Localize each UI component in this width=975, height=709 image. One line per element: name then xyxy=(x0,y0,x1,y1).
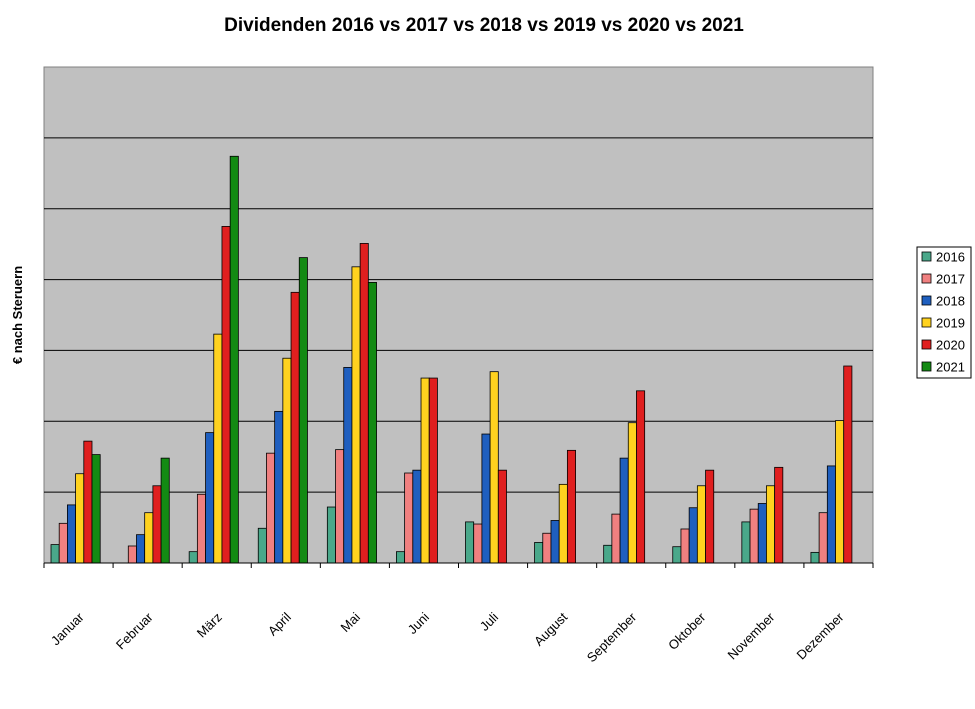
y-axis-label: € nach Steruern xyxy=(10,266,25,364)
bar-2018-Juni xyxy=(412,469,422,564)
x-tick-label: Dezember xyxy=(794,609,847,662)
bar-2016-August xyxy=(534,542,544,564)
bar-2019-Juni xyxy=(420,377,430,564)
x-tick-label: August xyxy=(531,609,570,648)
bar-2021-Mai xyxy=(367,282,377,564)
x-tick-label: März xyxy=(194,610,225,641)
x-tick-label: Februar xyxy=(113,609,156,652)
bar-2019-Februar xyxy=(144,512,154,564)
bar-2020-Januar xyxy=(83,440,93,564)
bar-2017-September xyxy=(611,513,621,564)
bar-2019-Mai xyxy=(351,266,361,564)
bar-2016-November xyxy=(741,521,751,564)
legend-label-2021: 2021 xyxy=(936,360,965,375)
bar-2019-Januar xyxy=(75,473,85,564)
bar-2017-August xyxy=(542,532,552,564)
legend-label-2020: 2020 xyxy=(936,338,965,353)
bar-2017-Mai xyxy=(335,449,345,564)
x-tick-label: Oktober xyxy=(665,609,709,653)
legend-swatch-2017 xyxy=(921,273,932,284)
x-tick-label: Juli xyxy=(477,609,501,633)
bar-2018-Oktober xyxy=(688,507,698,564)
bar-2016-Januar xyxy=(50,544,60,564)
bar-2020-Juni xyxy=(428,377,438,564)
bar-2017-April xyxy=(266,452,276,564)
bar-2017-November xyxy=(749,508,759,564)
bar-2020-August xyxy=(566,449,576,564)
bar-2016-April xyxy=(257,527,267,564)
legend-swatch-2016 xyxy=(921,251,932,262)
bar-2017-Januar xyxy=(58,522,68,564)
bar-2019-März xyxy=(213,333,223,564)
bar-2020-September xyxy=(636,390,646,564)
bar-2019-August xyxy=(558,483,568,564)
bar-2020-Mai xyxy=(359,243,369,564)
bar-2020-November xyxy=(774,466,784,564)
bar-2018-August xyxy=(550,520,560,564)
chart-title: Dividenden 2016 vs 2017 vs 2018 vs 2019 … xyxy=(224,15,744,36)
bar-2020-Juli xyxy=(497,469,507,564)
bar-2018-November xyxy=(757,503,767,564)
bar-2021-März xyxy=(229,155,239,564)
bar-2016-September xyxy=(603,544,613,564)
bar-2020-März xyxy=(221,226,231,564)
bar-2019-April xyxy=(282,357,292,564)
bar-2018-Dezember xyxy=(826,465,836,564)
bar-2016-März xyxy=(188,551,198,564)
legend: 2016 2017 2018 2019 2020 2021 xyxy=(916,246,972,379)
bar-2020-April xyxy=(290,291,300,564)
bar-2021-April xyxy=(298,257,308,564)
bar-2018-März xyxy=(205,432,215,564)
bar-2016-Mai xyxy=(326,506,336,564)
legend-swatch-2019 xyxy=(921,317,932,328)
bar-2017-Oktober xyxy=(680,528,690,564)
plot-area xyxy=(43,66,874,564)
bar-2020-Februar xyxy=(152,485,162,564)
gridlines xyxy=(44,137,873,493)
bar-2017-Juni xyxy=(404,472,414,564)
bar-2020-Oktober xyxy=(705,469,715,564)
bar-2020-Dezember xyxy=(843,365,853,564)
x-tick-label: April xyxy=(265,609,294,638)
bar-2019-Juli xyxy=(489,371,499,564)
x-tick-label: November xyxy=(724,609,777,662)
legend-swatch-2021 xyxy=(921,361,932,372)
bar-2019-Oktober xyxy=(696,485,706,564)
x-tick-label: Mai xyxy=(338,609,363,634)
legend-box xyxy=(916,246,972,379)
bar-2021-Februar xyxy=(160,457,170,564)
x-axis: Januar Februar März April Mai Juni Juli August S… xyxy=(43,562,874,665)
bar-2016-Juni xyxy=(396,551,406,564)
bar-2018-Februar xyxy=(136,534,146,564)
bar-2019-November xyxy=(766,485,776,564)
legend-label-2017: 2017 xyxy=(936,272,965,287)
legend-label-2016: 2016 xyxy=(936,250,965,265)
bar-2019-Dezember xyxy=(835,420,845,564)
legend-swatch-2018 xyxy=(921,295,932,306)
x-tick-label: Juni xyxy=(405,609,433,637)
bar-2021-Januar xyxy=(91,454,101,564)
bar-2017-Februar xyxy=(127,545,137,564)
bar-2018-September xyxy=(619,457,629,564)
bars xyxy=(50,155,853,564)
bar-2016-Oktober xyxy=(672,546,682,564)
bar-2017-Dezember xyxy=(818,512,828,564)
legend-swatch-2020 xyxy=(921,339,932,350)
bar-2018-Mai xyxy=(343,367,353,564)
bar-2017-Juli xyxy=(473,523,483,564)
legend-label-2019: 2019 xyxy=(936,316,965,331)
bar-2016-Dezember xyxy=(810,551,820,564)
bar-2018-April xyxy=(274,410,284,564)
x-tick-label: Januar xyxy=(48,609,87,648)
bar-2016-Juli xyxy=(465,521,475,564)
bar-2018-Juli xyxy=(481,433,491,564)
legend-label-2018: 2018 xyxy=(936,294,965,309)
bar-2019-September xyxy=(627,422,637,564)
x-tick-label: September xyxy=(584,609,640,665)
bar-2017-März xyxy=(196,493,206,564)
bar-2018-Januar xyxy=(67,504,77,564)
